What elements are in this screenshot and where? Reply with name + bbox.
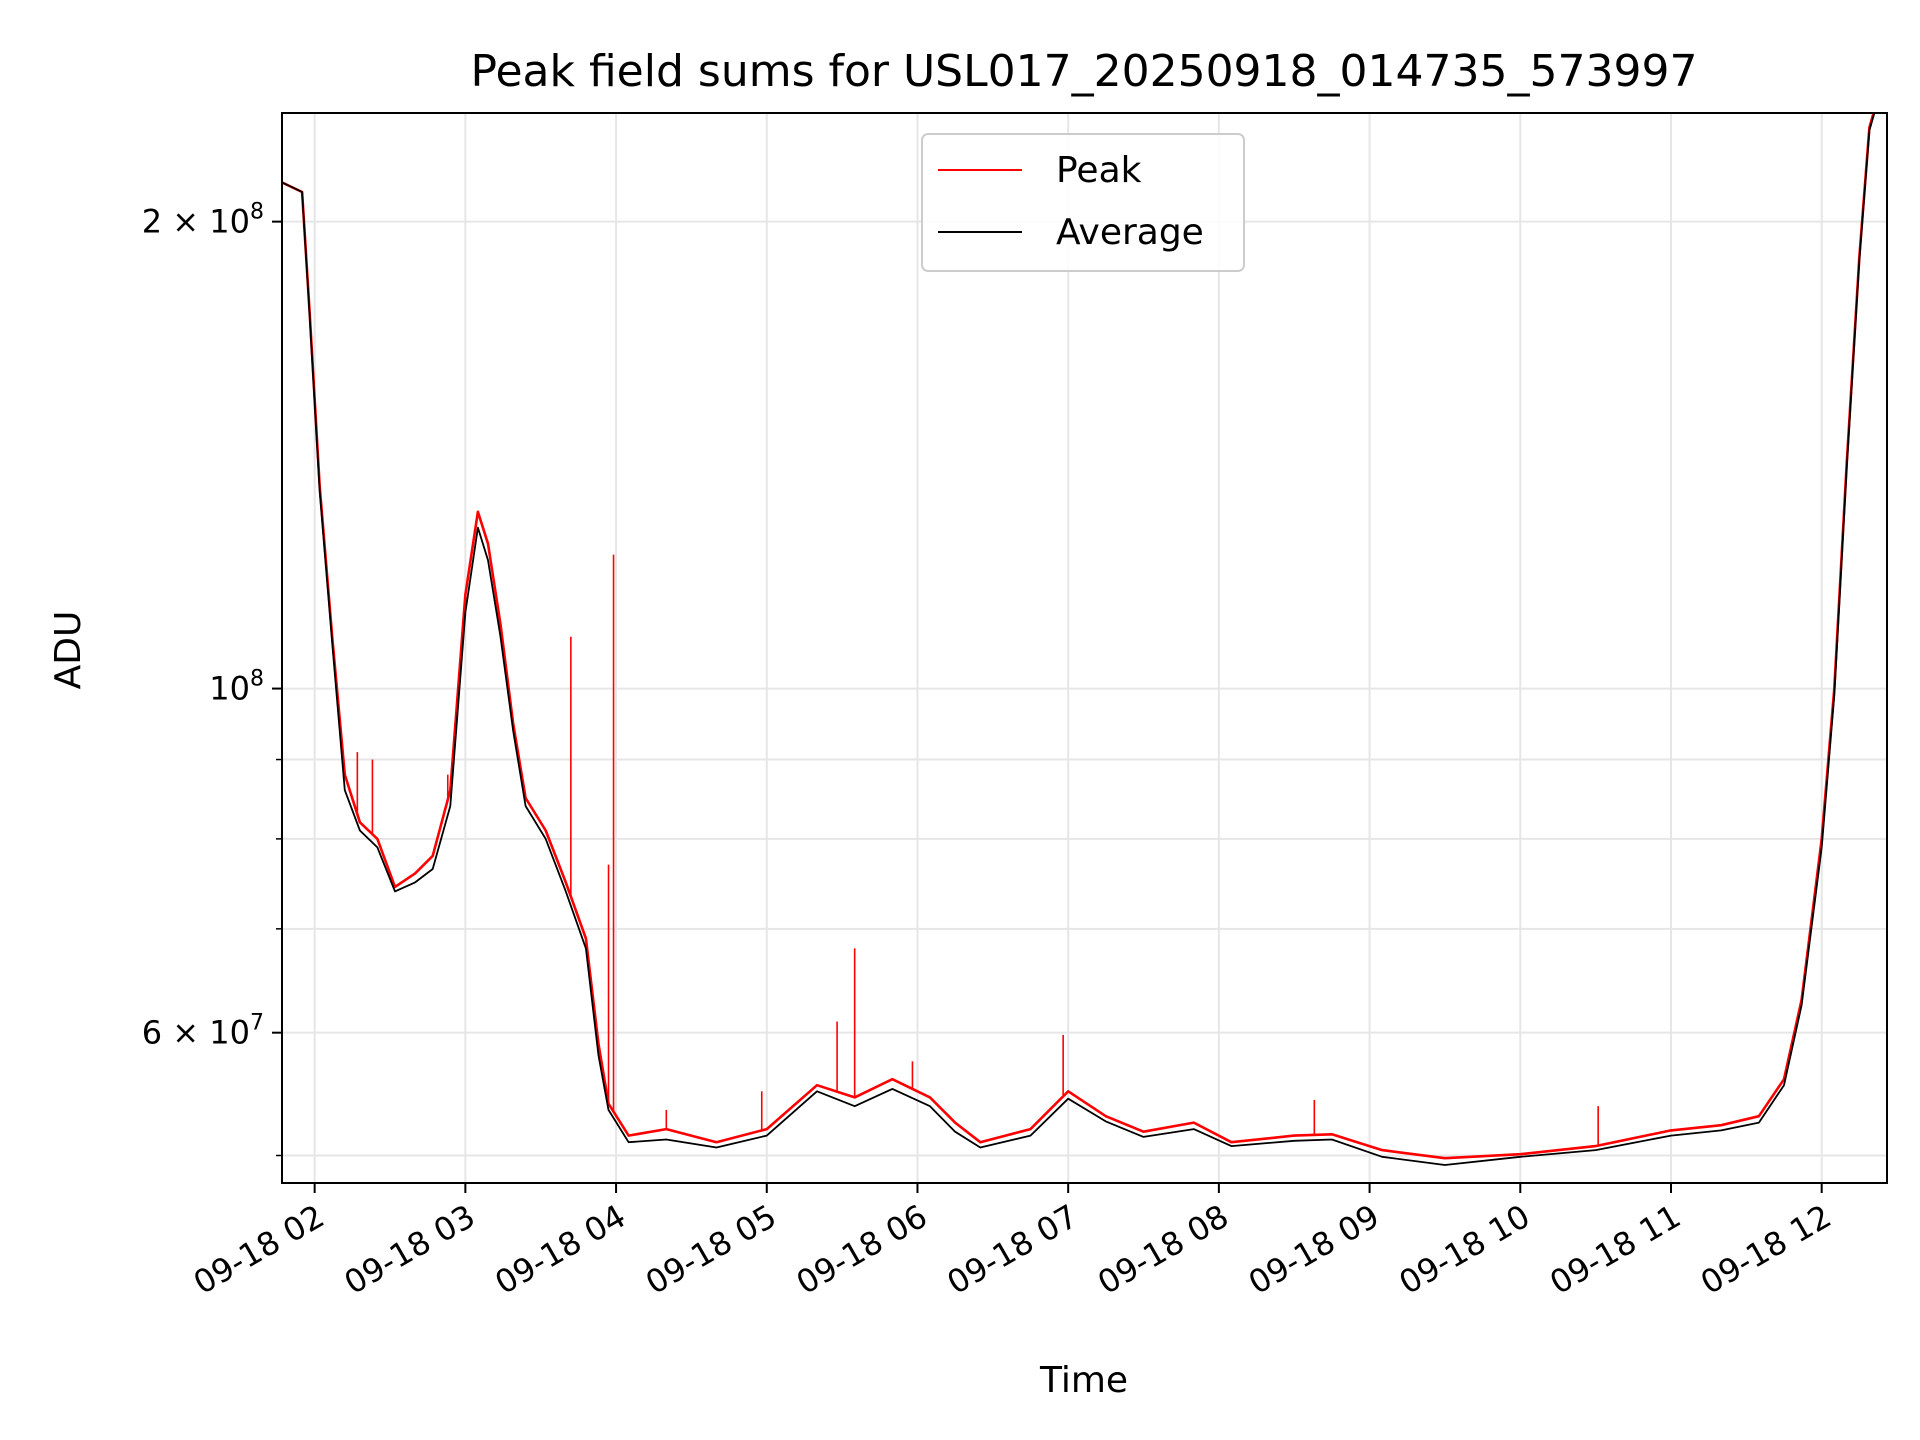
legend: Peak Average	[921, 133, 1245, 272]
y-axis: 6 × 107 108 2 × 108	[142, 200, 282, 1157]
x-tick-label: 09-18 05	[639, 1197, 783, 1302]
x-tick-label: 09-18 12	[1694, 1197, 1838, 1302]
x-tick-label: 09-18 06	[790, 1197, 934, 1302]
y-axis-label: ADU	[48, 611, 89, 690]
grid	[282, 113, 1887, 1183]
x-axis-label: Time	[1039, 1360, 1128, 1401]
x-tick-label: 09-18 08	[1091, 1197, 1235, 1302]
chart-title: Peak field sums for USL017_20250918_0147…	[471, 46, 1698, 97]
y-tick-label: 6 × 107	[142, 1011, 264, 1052]
plot-frame	[281, 112, 1888, 1184]
x-axis: 09-18 02 09-18 03 09-18 04 09-18 05 09-18 06…	[187, 1183, 1838, 1302]
series-line-average	[282, 113, 1876, 1166]
legend-box	[921, 133, 1245, 272]
legend-label-peak: Peak	[1056, 150, 1142, 191]
legend-label-average: Average	[1056, 212, 1204, 253]
y-tick-label: 2 × 108	[142, 200, 264, 241]
x-tick-label: 09-18 10	[1393, 1197, 1537, 1302]
x-tick-label: 09-18 11	[1543, 1197, 1687, 1302]
x-tick-label: 09-18 02	[187, 1197, 331, 1302]
series-area	[282, 113, 1876, 1166]
x-tick-label: 09-18 04	[488, 1197, 632, 1302]
series-line-peak	[282, 113, 1875, 1160]
x-tick-label: 09-18 03	[338, 1197, 482, 1302]
x-tick-label: 09-18 07	[941, 1197, 1085, 1302]
y-tick-label: 108	[209, 667, 264, 708]
x-tick-label: 09-18 09	[1242, 1197, 1386, 1302]
